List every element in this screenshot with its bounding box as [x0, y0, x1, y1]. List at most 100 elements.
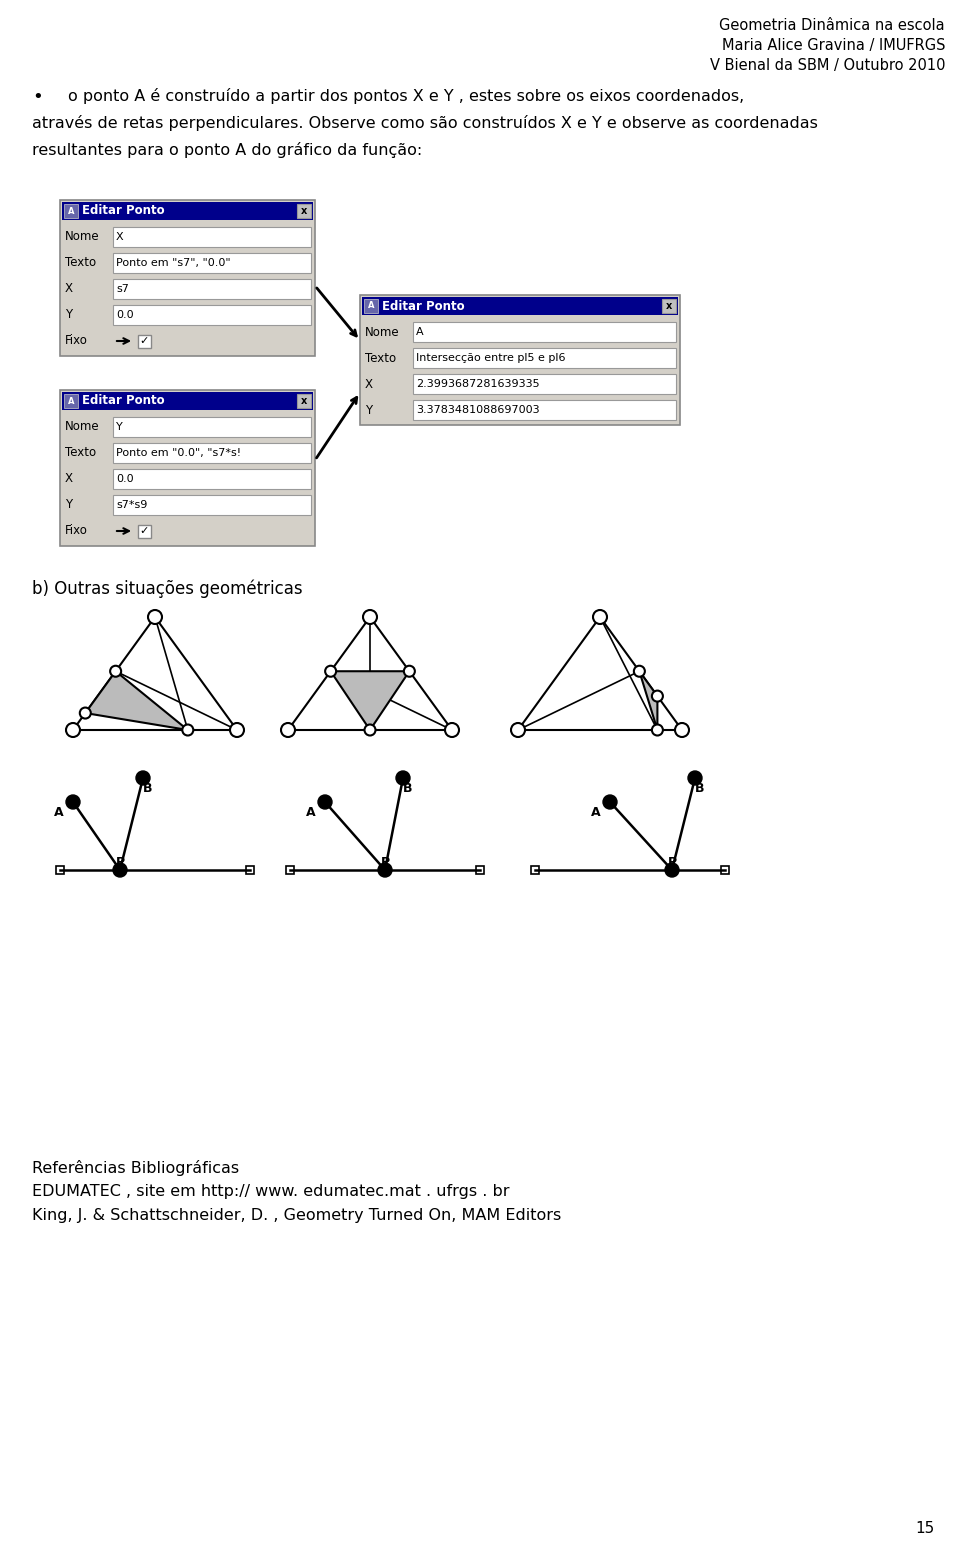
Text: 3.3783481088697003: 3.3783481088697003 [416, 406, 540, 415]
Text: X: X [365, 378, 373, 390]
Text: ✓: ✓ [139, 336, 149, 347]
Circle shape [445, 723, 459, 737]
Circle shape [365, 724, 375, 735]
FancyBboxPatch shape [297, 395, 311, 409]
FancyBboxPatch shape [113, 227, 311, 247]
Circle shape [80, 707, 91, 718]
Text: EDUMATEC , site em http:// www. edumatec.mat . ufrgs . br: EDUMATEC , site em http:// www. edumatec… [32, 1184, 510, 1200]
FancyBboxPatch shape [62, 392, 313, 410]
Bar [56, 866, 64, 873]
FancyBboxPatch shape [113, 416, 311, 437]
Circle shape [230, 723, 244, 737]
Text: ✓: ✓ [139, 525, 149, 536]
Circle shape [378, 862, 392, 876]
FancyBboxPatch shape [413, 348, 676, 368]
Text: A: A [416, 326, 423, 337]
Bar [246, 866, 254, 873]
Text: Texto: Texto [65, 256, 96, 269]
Text: P: P [115, 856, 125, 869]
Circle shape [652, 724, 663, 735]
Circle shape [281, 723, 295, 737]
FancyBboxPatch shape [113, 469, 311, 490]
Text: o ponto A é construído a partir dos pontos X e Y , estes sobre os eixos coordena: o ponto A é construído a partir dos pont… [68, 89, 744, 104]
Text: x: x [666, 301, 672, 311]
Text: X: X [65, 472, 73, 485]
Text: através de retas perpendiculares. Observe como são construídos X e Y e observe a: através de retas perpendiculares. Observ… [32, 115, 818, 131]
FancyBboxPatch shape [113, 305, 311, 325]
Circle shape [665, 862, 679, 876]
Text: resultantes para o ponto A do gráfico da função:: resultantes para o ponto A do gráfico da… [32, 141, 422, 159]
Text: A: A [68, 396, 74, 406]
Text: B: B [143, 782, 153, 796]
Circle shape [66, 796, 80, 810]
Text: Geometria Dinâmica na escola: Geometria Dinâmica na escola [719, 19, 945, 33]
Polygon shape [85, 671, 188, 730]
FancyBboxPatch shape [60, 390, 315, 545]
Text: Editar Ponto: Editar Ponto [382, 300, 465, 312]
Text: Editar Ponto: Editar Ponto [82, 205, 164, 218]
Text: x: x [300, 207, 307, 216]
Circle shape [136, 771, 150, 785]
Text: A: A [368, 301, 374, 311]
Bar [286, 866, 294, 873]
Text: b) Outras situações geométricas: b) Outras situações geométricas [32, 580, 302, 598]
Text: 15: 15 [916, 1521, 935, 1535]
Bar [721, 866, 729, 873]
Circle shape [675, 723, 689, 737]
Circle shape [110, 665, 121, 676]
FancyBboxPatch shape [113, 253, 311, 274]
Text: Fixo: Fixo [65, 525, 88, 538]
Text: King, J. & Schattschneider, D. , Geometry Turned On, MAM Editors: King, J. & Schattschneider, D. , Geometr… [32, 1207, 562, 1223]
Text: Ponto em "0.0", "s7*s!: Ponto em "0.0", "s7*s! [116, 448, 241, 458]
Circle shape [511, 723, 525, 737]
Circle shape [363, 611, 377, 625]
Text: Intersecção entre pl5 e pl6: Intersecção entre pl5 e pl6 [416, 353, 565, 364]
Circle shape [66, 723, 80, 737]
Text: 0.0: 0.0 [116, 474, 133, 483]
Text: Texto: Texto [65, 446, 96, 460]
FancyBboxPatch shape [413, 399, 676, 420]
Text: Nome: Nome [65, 421, 100, 434]
Circle shape [396, 771, 410, 785]
Bar [531, 866, 539, 873]
Text: A: A [591, 807, 601, 819]
Text: A: A [306, 807, 316, 819]
FancyBboxPatch shape [113, 443, 311, 463]
FancyBboxPatch shape [60, 200, 315, 356]
Text: B: B [695, 782, 705, 796]
Text: A: A [68, 207, 74, 216]
Text: x: x [300, 396, 307, 406]
Circle shape [318, 796, 332, 810]
Circle shape [148, 611, 162, 625]
Circle shape [593, 611, 607, 625]
FancyBboxPatch shape [62, 202, 313, 221]
Text: V Bienal da SBM / Outubro 2010: V Bienal da SBM / Outubro 2010 [709, 57, 945, 73]
Text: P: P [380, 856, 390, 869]
Text: Editar Ponto: Editar Ponto [82, 395, 164, 407]
FancyBboxPatch shape [138, 525, 151, 538]
Circle shape [182, 724, 193, 735]
Text: Ponto em "s7", "0.0": Ponto em "s7", "0.0" [116, 258, 230, 267]
FancyBboxPatch shape [662, 298, 676, 312]
Text: Nome: Nome [365, 325, 399, 339]
Text: 2.3993687281639335: 2.3993687281639335 [416, 379, 540, 388]
Text: Texto: Texto [365, 351, 396, 365]
Text: 0.0: 0.0 [116, 309, 133, 320]
Text: s7*s9: s7*s9 [116, 500, 148, 510]
Text: Nome: Nome [65, 230, 100, 244]
FancyBboxPatch shape [138, 336, 151, 348]
Polygon shape [330, 671, 409, 730]
Text: Y: Y [116, 423, 123, 432]
Text: P: P [667, 856, 677, 869]
Text: Y: Y [65, 499, 72, 511]
Text: Y: Y [65, 309, 72, 322]
Circle shape [652, 690, 663, 701]
FancyBboxPatch shape [297, 204, 311, 218]
FancyBboxPatch shape [113, 280, 311, 298]
FancyBboxPatch shape [413, 322, 676, 342]
Text: Y: Y [365, 404, 372, 416]
FancyBboxPatch shape [360, 295, 680, 424]
Circle shape [404, 665, 415, 676]
FancyBboxPatch shape [64, 395, 78, 409]
FancyBboxPatch shape [413, 375, 676, 395]
